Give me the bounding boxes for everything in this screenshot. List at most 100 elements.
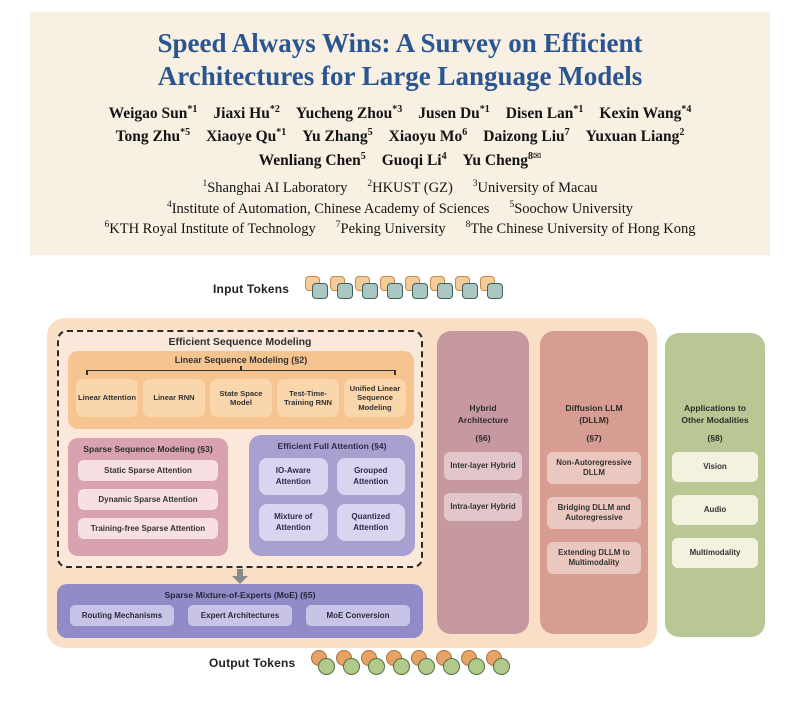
affiliation: 5Soochow University	[509, 199, 634, 217]
affiliation: 7Peking University	[335, 220, 446, 238]
author: Tong Zhu*5	[115, 127, 191, 146]
author-superscript: *4	[681, 103, 692, 115]
moe-leaf-box: MoE Conversion	[306, 605, 410, 626]
dllm-title: Diffusion LLM (DLLM)	[565, 403, 623, 425]
token-circle-icon	[461, 650, 486, 675]
token-square-front-icon	[337, 283, 354, 299]
ssm-leaf-box: Training-free Sparse Attention	[78, 518, 218, 539]
affiliation: 6KTH Royal Institute of Technology	[104, 220, 316, 238]
author-superscript: *3	[392, 103, 403, 115]
affiliation-name: HKUST (GZ)	[372, 180, 453, 197]
sparse-sequence-modeling-box: Sparse Sequence Modeling (§3) Static Spa…	[68, 438, 228, 556]
token-square-icon	[430, 276, 454, 301]
affiliation-superscript: 3	[472, 179, 478, 190]
affiliation-superscript: 8	[465, 220, 471, 231]
author: Weigao Sun*1	[108, 104, 198, 123]
token-circle-icon	[311, 650, 336, 675]
sparse-moe-box: Sparse Mixture-of-Experts (MoE) (§5) Rou…	[57, 584, 423, 638]
linear-sequence-modeling-box: Linear Sequence Modeling (§2) Linear Att…	[68, 351, 414, 429]
affiliation-superscript: 7	[335, 220, 341, 231]
apps-title: Applications to Other Modalities	[681, 403, 749, 425]
dllm-leaf-box: Extending DLLM to Multimodality	[547, 542, 641, 575]
input-tokens-row: Input Tokens	[213, 276, 504, 301]
title-line-1: Speed Always Wins: A Survey on Efficient	[157, 28, 643, 58]
author-name: Jiaxi Hu	[213, 105, 270, 123]
efficient-sequence-modeling-group: Efficient Sequence Modeling Linear Seque…	[57, 330, 423, 568]
ssm-leaf-box: Static Sparse Attention	[78, 460, 218, 481]
lsm-items: Linear Attention Linear RNN State Space Mo…	[76, 379, 406, 417]
affiliation: 3University of Macau	[472, 179, 598, 197]
lsm-leaf-box: Unified Linear Sequence Modeling	[344, 379, 406, 417]
affiliation-name: KTH Royal Institute of Technology	[109, 221, 316, 238]
author-name: Guoqi Li	[381, 151, 442, 169]
token-square-icon	[305, 276, 329, 301]
author: Jusen Du*1	[418, 103, 490, 122]
efa-leaf-box: IO-Aware Attention	[259, 458, 328, 495]
author: Jiaxi Hu*2	[213, 103, 280, 123]
token-square-icon	[330, 276, 354, 301]
affiliation-name: University of Macau	[477, 180, 598, 197]
token-circle-front-icon	[468, 658, 486, 675]
affiliation-name: Peking University	[340, 221, 446, 238]
efficient-full-attention-box: Efficient Full Attention (§4) IO-Aware A…	[249, 435, 415, 556]
token-circle-front-icon	[393, 658, 411, 675]
hybrid-architecture-column: Hybrid Architecture (§6) Inter-layer Hyb…	[437, 331, 529, 634]
paper-header: Speed Always Wins: A Survey on Efficient…	[30, 12, 770, 255]
affiliation-row: 6KTH Royal Institute of Technology 7Pekin…	[30, 219, 770, 240]
author-name: Kexin Wang	[599, 105, 682, 123]
affiliation-superscript: 5	[509, 199, 515, 210]
moe-leaf-box: Expert Architectures	[188, 605, 292, 626]
author-name: Weigao Sun	[108, 105, 188, 123]
efa-title: Efficient Full Attention (§4)	[277, 441, 387, 451]
token-square-icon	[380, 276, 404, 301]
author-row: Tong Zhu*5 Xiaoye Qu*1 Yu Zhang5 Xiaoyu Mo6…	[30, 125, 770, 148]
ssm-items: Static Sparse Attention Dynamic Sparse At…	[78, 460, 218, 539]
esm-group-title: Efficient Sequence Modeling	[168, 336, 312, 348]
token-circle-icon	[336, 650, 361, 675]
dllm-leaf-box: Bridging DLLM and Autoregressive	[547, 497, 641, 530]
author: Daizong Liu7	[483, 127, 569, 146]
hybrid-title: Hybrid Architecture	[457, 403, 509, 425]
apps-leaf-box: Multimodality	[672, 538, 758, 569]
affiliation: 2HKUST (GZ)	[367, 179, 453, 197]
lsm-leaf-box: Linear RNN	[143, 379, 205, 417]
output-token-icons	[311, 650, 511, 675]
efa-leaf-box: Quantized Attention	[336, 504, 405, 541]
hybrid-leaf-box: Inter-layer Hybrid	[444, 452, 522, 481]
moe-leaf-box: Routing Mechanisms	[70, 605, 174, 626]
affiliation-name: Soochow University	[514, 200, 634, 217]
author: Yucheng Zhou*3	[295, 103, 403, 123]
moe-title: Sparse Mixture-of-Experts (MoE) (§5)	[164, 590, 316, 600]
author: Disen Lan*1	[505, 103, 584, 123]
affiliation: 4Institute of Automation, Chinese Academ…	[167, 200, 490, 217]
token-square-icon	[480, 276, 504, 301]
author-superscript: *2	[269, 103, 280, 115]
author-superscript: 5	[360, 150, 366, 162]
affiliation-list: 1Shanghai AI Laboratory 2HKUST (GZ) 3Unive…	[30, 178, 770, 240]
author-name: Disen Lan	[505, 105, 574, 123]
token-circle-front-icon	[343, 658, 361, 675]
author: Kexin Wang*4	[599, 103, 692, 123]
author-row: Weigao Sun*1 Jiaxi Hu*2 Yucheng Zhou*3 Juse…	[30, 102, 770, 125]
author-name: Yucheng Zhou	[295, 105, 393, 123]
bracket-tick	[240, 366, 242, 370]
dllm-section-label: (§7)	[586, 433, 602, 444]
author: Guoqi Li4	[381, 151, 447, 169]
author-name: Yu Cheng	[462, 151, 528, 169]
author-name: Tong Zhu	[115, 128, 181, 146]
author: Yu Zhang5	[302, 127, 372, 145]
token-circle-front-icon	[443, 658, 461, 675]
token-circle-front-icon	[318, 658, 336, 675]
affiliation-name: Institute of Automation, Chinese Academy…	[171, 200, 490, 217]
author-name: Daizong Liu	[483, 128, 565, 146]
token-square-front-icon	[362, 283, 379, 299]
down-arrow-icon	[232, 569, 248, 584]
author-superscript: *1	[573, 103, 584, 115]
efa-items: IO-Aware Attention Grouped Attention Mixtu…	[259, 458, 405, 541]
lsm-leaf-box: State Space Model	[210, 379, 272, 417]
author-superscript: *1	[479, 103, 490, 115]
affiliation-row: 1Shanghai AI Laboratory 2HKUST (GZ) 3Unive…	[30, 178, 770, 199]
author: Yu Cheng8✉	[462, 151, 542, 169]
token-circle-icon	[436, 650, 461, 675]
token-square-front-icon	[487, 283, 504, 299]
